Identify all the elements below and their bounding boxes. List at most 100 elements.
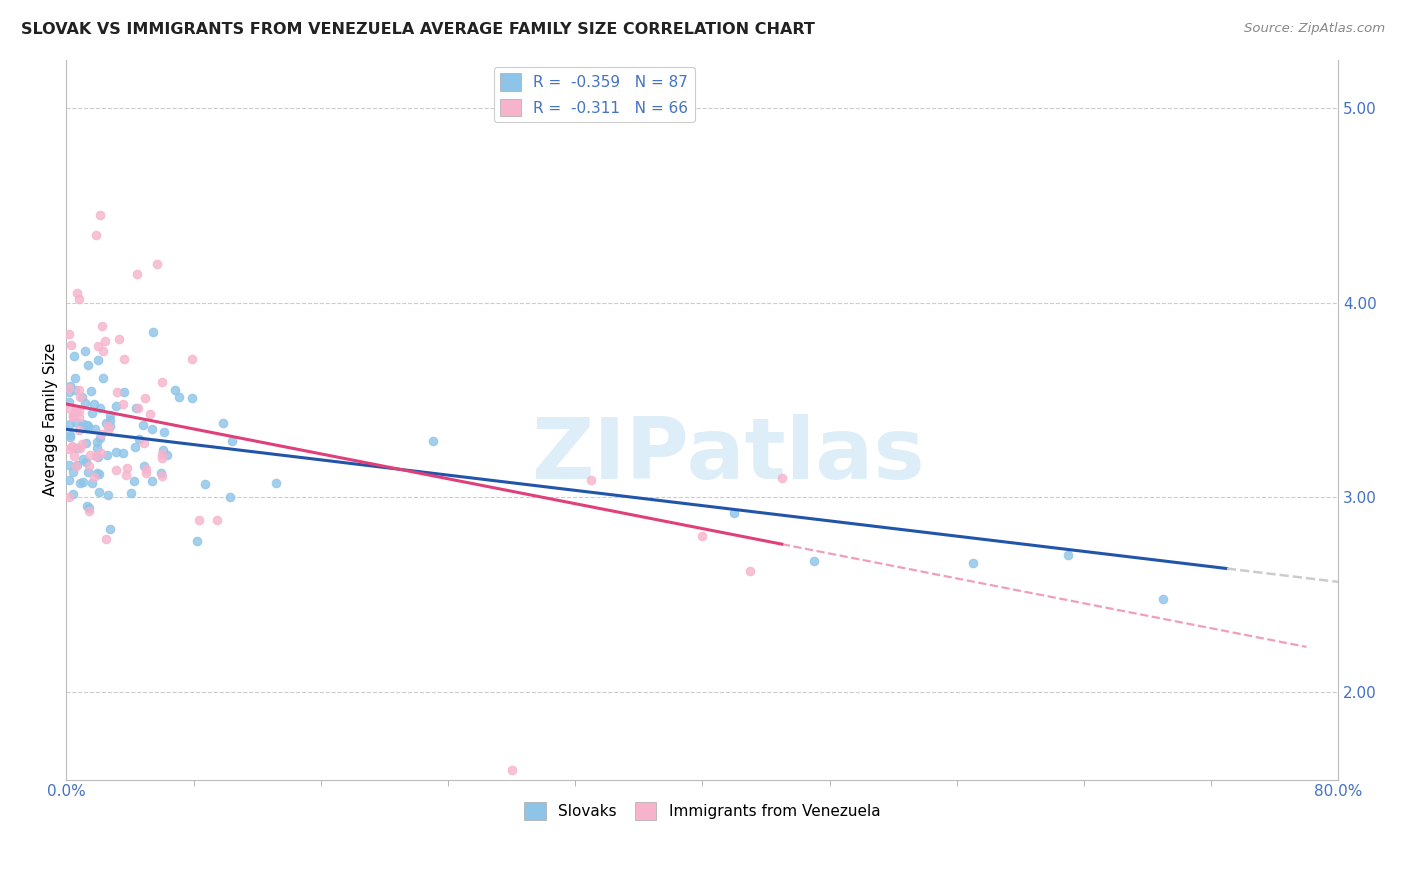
Point: [72, 417, 94, 431]
Point: [89, 401, 111, 415]
Point: [58, 394, 80, 409]
Point: [91, 344, 114, 359]
Point: [167, 390, 190, 404]
Point: [579, 473, 602, 487]
Point: [194, 476, 217, 491]
Point: [94, 334, 117, 348]
Point: [115, 467, 138, 482]
Point: [108, 332, 131, 346]
Point: [738, 564, 761, 578]
Point: [73, 419, 96, 434]
Point: [87, 339, 110, 353]
Point: [77, 466, 100, 480]
Point: [150, 447, 173, 461]
Point: [180, 391, 202, 405]
Point: [163, 383, 186, 397]
Point: [69, 404, 91, 418]
Point: [89, 484, 111, 499]
Point: [146, 257, 169, 271]
Point: [84, 421, 107, 435]
Point: [692, 529, 714, 543]
Point: [75, 435, 97, 450]
Point: [98, 413, 121, 427]
Point: [67, 409, 90, 424]
Point: [962, 556, 984, 570]
Point: [77, 501, 100, 516]
Point: [156, 449, 179, 463]
Point: [120, 486, 142, 500]
Point: [150, 468, 173, 483]
Point: [112, 397, 135, 411]
Point: [186, 534, 208, 549]
Point: [69, 442, 91, 456]
Point: [221, 434, 243, 448]
Point: [77, 358, 100, 372]
Point: [80, 407, 103, 421]
Point: [97, 423, 120, 437]
Point: [84, 449, 107, 463]
Point: [58, 442, 80, 457]
Point: [65, 459, 87, 474]
Point: [98, 408, 121, 422]
Text: ZIPatlas: ZIPatlas: [531, 414, 925, 497]
Point: [65, 402, 87, 417]
Point: [66, 286, 89, 301]
Point: [89, 431, 111, 445]
Point: [59, 427, 82, 442]
Point: [135, 462, 157, 476]
Point: [76, 418, 98, 433]
Point: [72, 475, 94, 490]
Point: [501, 763, 523, 777]
Point: [75, 455, 97, 469]
Point: [803, 553, 825, 567]
Point: [150, 375, 173, 389]
Point: [80, 384, 103, 398]
Point: [142, 325, 165, 339]
Point: [76, 417, 98, 432]
Point: [63, 407, 86, 421]
Point: [60, 439, 83, 453]
Point: [149, 466, 172, 480]
Point: [152, 425, 174, 439]
Point: [132, 458, 155, 473]
Point: [59, 430, 82, 444]
Point: [69, 391, 91, 405]
Point: [66, 441, 89, 455]
Point: [112, 351, 135, 366]
Point: [87, 352, 110, 367]
Point: [59, 417, 82, 431]
Point: [90, 426, 112, 441]
Point: [211, 416, 233, 430]
Point: [62, 408, 84, 422]
Point: [86, 441, 108, 455]
Point: [84, 227, 107, 242]
Text: Source: ZipAtlas.com: Source: ZipAtlas.com: [1244, 22, 1385, 36]
Point: [100, 522, 122, 536]
Point: [67, 423, 90, 437]
Legend: Slovaks, Immigrants from Venezuela: Slovaks, Immigrants from Venezuela: [519, 796, 886, 826]
Point: [62, 465, 84, 479]
Point: [86, 467, 108, 481]
Point: [152, 443, 174, 458]
Point: [62, 410, 84, 425]
Point: [105, 385, 128, 400]
Point: [205, 513, 228, 527]
Point: [58, 326, 80, 341]
Point: [67, 293, 90, 307]
Point: [770, 471, 793, 485]
Point: [112, 445, 135, 459]
Point: [125, 401, 148, 416]
Point: [79, 504, 101, 518]
Point: [89, 208, 111, 222]
Point: [58, 458, 80, 473]
Point: [58, 490, 80, 504]
Point: [58, 385, 80, 400]
Point: [141, 474, 163, 488]
Point: [66, 458, 89, 472]
Point: [83, 397, 105, 411]
Point: [62, 487, 84, 501]
Point: [181, 352, 204, 367]
Point: [1152, 591, 1174, 606]
Point: [72, 451, 94, 466]
Point: [90, 446, 112, 460]
